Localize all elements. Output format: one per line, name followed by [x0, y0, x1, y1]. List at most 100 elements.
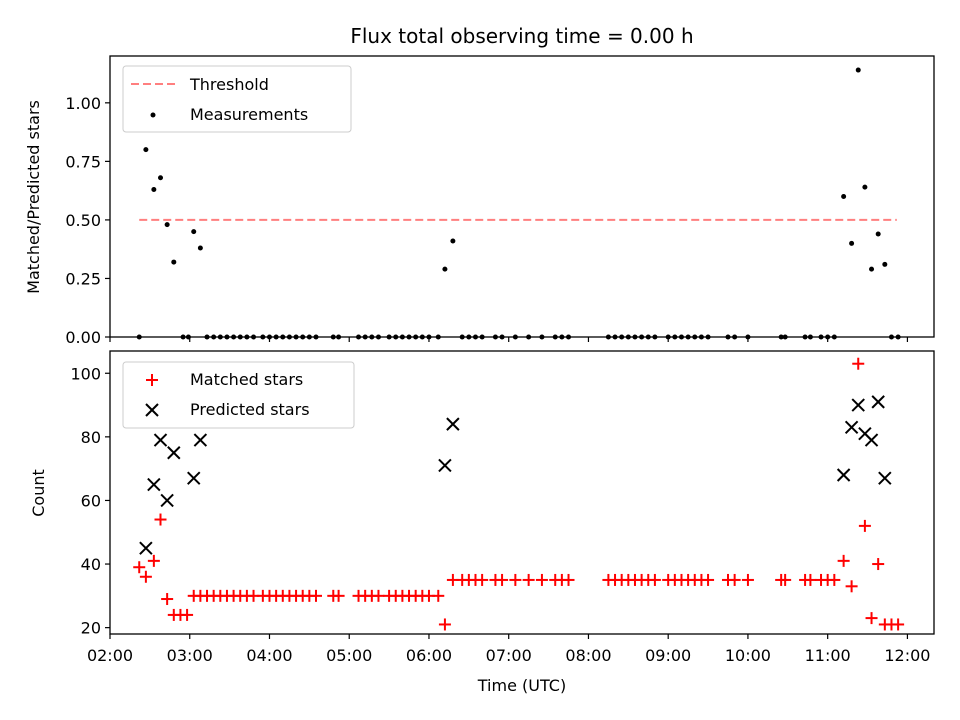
x-tick-label: 07:00: [486, 646, 532, 665]
matched-star-point: [852, 357, 865, 370]
bottom-x-axis: 02:00 03:00 04:00 05:00 06:00 07:00 08:00 09:00…: [87, 634, 930, 665]
top-axes-frame: [109, 55, 935, 338]
top-y-tick-label: 0.50: [65, 211, 101, 230]
matched-star-point: [845, 580, 858, 593]
measurement-point: [882, 261, 888, 267]
bottom-y-axis-label: Count: [29, 469, 48, 517]
predicted-star-point: [139, 541, 153, 555]
matched-star-point: [332, 589, 345, 602]
measurement-point: [855, 67, 861, 73]
matched-star-point: [648, 573, 661, 586]
measurement-point: [849, 240, 855, 246]
matched-star-point: [728, 573, 741, 586]
matched-star-point: [562, 573, 575, 586]
matched-star-point: [139, 570, 152, 583]
predicted-star-point: [438, 458, 452, 473]
bottom-y-tick-label: 80: [81, 428, 101, 447]
predicted-star-point: [871, 395, 885, 409]
top-y-axis: 0.00 0.25 0.50 0.75 1.00: [65, 94, 110, 347]
top-x-axis: [109, 337, 909, 342]
matched-star-point: [432, 589, 445, 602]
x-tick-label: 05:00: [326, 646, 372, 665]
matched-star-point: [741, 573, 754, 586]
matched-star-point: [181, 608, 194, 621]
measurement-point: [442, 266, 448, 272]
matched-star-point: [858, 519, 871, 532]
matched-star-point: [509, 573, 522, 586]
matched-star-point: [892, 618, 905, 631]
matched-star-point: [133, 561, 146, 574]
top-legend: Threshold Measurements: [122, 65, 352, 133]
measurement-point: [197, 245, 203, 251]
top-y-tick-label: 1.00: [65, 94, 101, 113]
matched-star-point: [154, 513, 167, 526]
matched-star-point: [476, 573, 489, 586]
top-y-tick-label: 0.75: [65, 152, 101, 171]
measurement-point: [862, 184, 868, 190]
legend-threshold-label: Threshold: [189, 75, 269, 94]
matched-star-point: [147, 554, 160, 567]
matched-star-point: [804, 573, 817, 586]
x-tick-label: 09:00: [645, 646, 691, 665]
matched-star-point: [837, 554, 850, 567]
bottom-y-tick-label: 40: [81, 555, 101, 574]
x-tick-label: 11:00: [805, 646, 851, 665]
bottom-panel: 20 40 60 80 100 02:00 03:00 04:00 05:00 06:00 07:…: [29, 350, 935, 695]
measurement-point: [164, 222, 170, 228]
x-tick-label: 12:00: [884, 646, 930, 665]
legend-measurements-marker: [150, 112, 156, 118]
bottom-axes-frame: [109, 350, 935, 635]
predicted-star-point: [193, 433, 208, 447]
bottom-y-tick-label: 100: [70, 364, 101, 383]
matched-star-point: [438, 618, 451, 631]
predicted-star-point: [160, 493, 174, 508]
legend-predicted-marker: [145, 403, 159, 417]
matched-star-point: [535, 573, 548, 586]
x-tick-label: 04:00: [246, 646, 292, 665]
predicted-star-point: [851, 398, 865, 412]
bottom-y-axis: 20 40 60 80 100: [70, 364, 110, 638]
top-y-tick-label: 0.00: [65, 328, 101, 347]
matched-star-point: [779, 573, 792, 586]
matched-star-point: [496, 573, 509, 586]
measurement-point: [143, 147, 149, 153]
bottom-y-tick-label: 60: [81, 491, 101, 510]
predicted-star-point: [446, 417, 460, 431]
predicted-star-point: [864, 433, 879, 447]
predicted-star-point: [836, 468, 851, 482]
predicted-star-point: [187, 471, 201, 485]
measurement-point: [869, 266, 875, 272]
matched-star-point: [161, 593, 174, 606]
x-tick-label: 10:00: [725, 646, 771, 665]
x-tick-label: 08:00: [565, 646, 611, 665]
predicted-star-point: [167, 446, 181, 460]
chart-title: Flux total observing time = 0.00 h: [350, 24, 693, 48]
x-tick-label: 06:00: [406, 646, 452, 665]
predicted-star-point: [153, 433, 168, 447]
matched-star-point: [702, 573, 715, 586]
measurement-point: [171, 259, 177, 265]
matched-star-point: [310, 589, 322, 602]
measurement-point: [875, 231, 881, 237]
x-axis-label: Time (UTC): [477, 676, 566, 695]
top-y-axis-label: Matched/Predicted stars: [24, 100, 43, 294]
legend-matched-label: Matched stars: [190, 370, 303, 389]
top-panel: 0.00 0.25 0.50 0.75 1.00 Matched/Predicted s…: [24, 55, 935, 347]
top-y-tick-label: 0.25: [65, 269, 101, 288]
x-tick-label: 03:00: [167, 646, 213, 665]
measurement-point: [191, 229, 197, 235]
bottom-legend: Matched stars Predicted stars: [122, 361, 355, 429]
measurement-point: [151, 186, 157, 192]
measurement-point: [158, 175, 164, 181]
predicted-star-point: [878, 471, 892, 485]
matched-star-point: [828, 573, 841, 586]
matched-star-point: [865, 612, 878, 625]
matched-star-point: [522, 573, 535, 586]
legend-matched-marker: [146, 374, 158, 386]
bottom-y-tick-label: 20: [81, 619, 101, 638]
matched-star-point: [872, 558, 885, 571]
measurement-point: [450, 238, 456, 244]
legend-measurements-label: Measurements: [190, 105, 308, 124]
legend-predicted-label: Predicted stars: [190, 400, 310, 419]
